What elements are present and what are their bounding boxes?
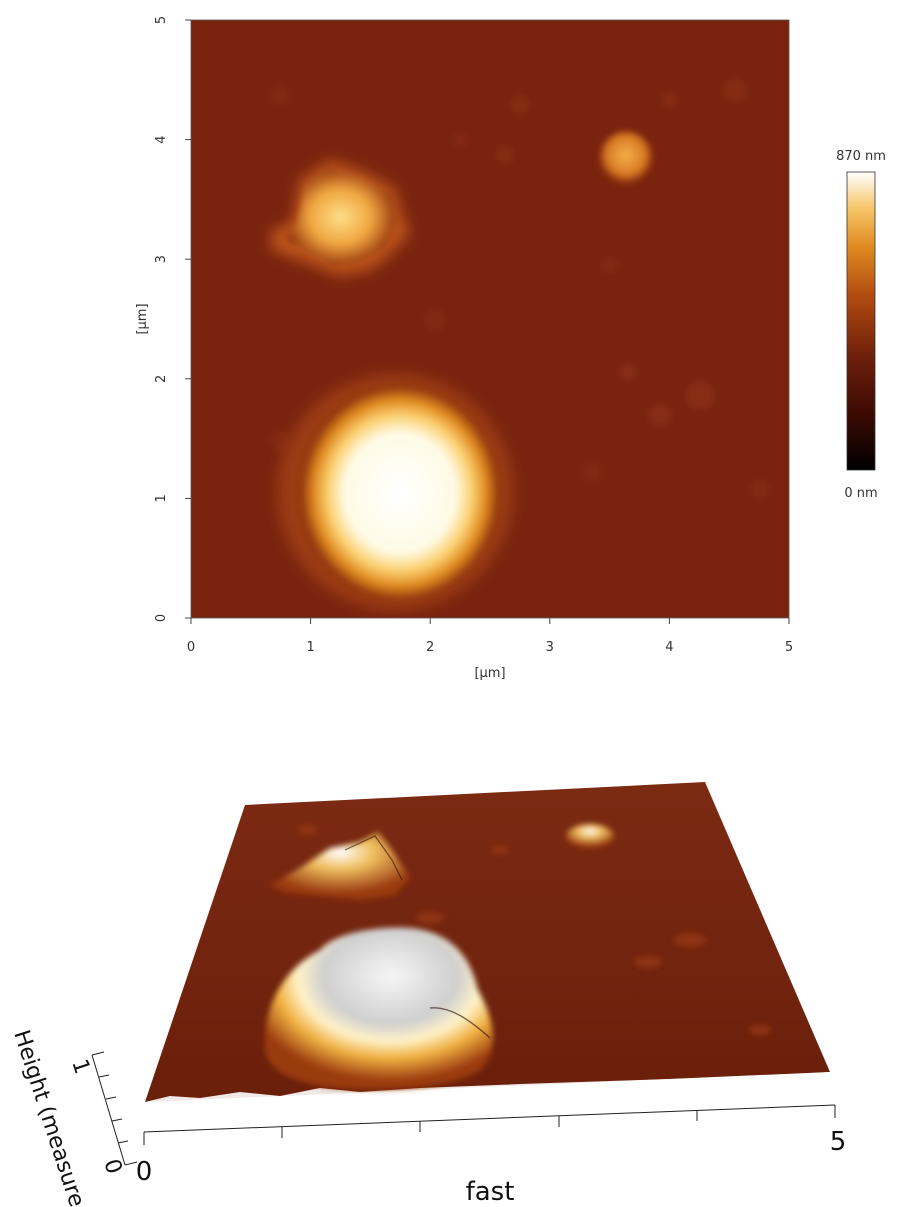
height-map-image	[191, 20, 789, 618]
surface-feature-small	[566, 824, 614, 848]
x-tick-label: 1	[306, 640, 314, 655]
feature-small-particle	[599, 131, 653, 185]
height-map-chart: 0 1 2 3 4 5 0 1 2 3 4 5 [µm] [µm] 870 nm 0 nm	[135, 16, 886, 681]
colorbar-min-label: 0 nm	[844, 486, 877, 501]
y-tick-label: 0	[154, 614, 169, 622]
surface-feature-large	[264, 927, 493, 1090]
x-tick-label: 2	[426, 640, 434, 655]
height-axis-label: Height (measured)	[8, 1027, 96, 1207]
y-tick-label: 3	[154, 255, 169, 263]
surface-feature-irregular	[270, 832, 410, 900]
height-axis-tick-0: 0	[98, 1156, 126, 1177]
surface-3d-view: 0 5 fast 1 0 Height (measured)	[8, 782, 847, 1207]
x-tick-label: 3	[546, 640, 554, 655]
x-tick-label: 0	[187, 640, 195, 655]
x-axis-label: [µm]	[474, 666, 505, 681]
y-axis-ticks: 0 1 2 3 4 5	[154, 16, 191, 622]
y-tick-label: 5	[154, 16, 169, 24]
colorbar-max-label: 870 nm	[836, 149, 886, 164]
x-axis-ticks: 0 1 2 3 4 5	[187, 618, 793, 655]
feature-irregular-particle	[270, 160, 410, 276]
height-axis-tick-1: 1	[66, 1056, 94, 1077]
feature-large-particle	[277, 374, 513, 610]
fast-axis-max-label: 5	[830, 1127, 847, 1157]
y-tick-label: 1	[154, 494, 169, 502]
colorbar	[846, 171, 876, 471]
fast-axis-min-label: 0	[136, 1157, 153, 1187]
x-tick-label: 5	[785, 640, 793, 655]
fast-axis-label: fast	[466, 1177, 515, 1207]
x-tick-label: 4	[665, 640, 673, 655]
y-tick-label: 2	[154, 375, 169, 383]
y-tick-label: 4	[154, 135, 169, 143]
y-axis-label: [µm]	[135, 303, 150, 334]
